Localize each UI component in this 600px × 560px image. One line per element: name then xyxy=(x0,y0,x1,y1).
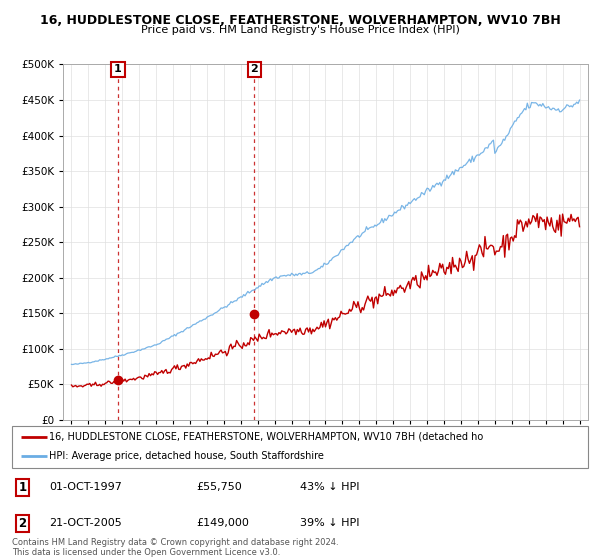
Text: 16, HUDDLESTONE CLOSE, FEATHERSTONE, WOLVERHAMPTON, WV10 7BH: 16, HUDDLESTONE CLOSE, FEATHERSTONE, WOL… xyxy=(40,14,560,27)
Text: 39% ↓ HPI: 39% ↓ HPI xyxy=(300,519,359,529)
Text: £149,000: £149,000 xyxy=(196,519,249,529)
Text: 2: 2 xyxy=(250,64,258,74)
Text: Price paid vs. HM Land Registry's House Price Index (HPI): Price paid vs. HM Land Registry's House … xyxy=(140,25,460,35)
Text: 2: 2 xyxy=(19,517,26,530)
Text: 21-OCT-2005: 21-OCT-2005 xyxy=(49,519,122,529)
Text: HPI: Average price, detached house, South Staffordshire: HPI: Average price, detached house, Sout… xyxy=(49,451,325,461)
Text: 1: 1 xyxy=(114,64,122,74)
Text: Contains HM Land Registry data © Crown copyright and database right 2024.
This d: Contains HM Land Registry data © Crown c… xyxy=(12,538,338,557)
Text: 1: 1 xyxy=(19,481,26,494)
Text: 16, HUDDLESTONE CLOSE, FEATHERSTONE, WOLVERHAMPTON, WV10 7BH (detached ho: 16, HUDDLESTONE CLOSE, FEATHERSTONE, WOL… xyxy=(49,432,484,442)
Text: 01-OCT-1997: 01-OCT-1997 xyxy=(49,482,122,492)
Text: £55,750: £55,750 xyxy=(196,482,242,492)
Text: 43% ↓ HPI: 43% ↓ HPI xyxy=(300,482,359,492)
